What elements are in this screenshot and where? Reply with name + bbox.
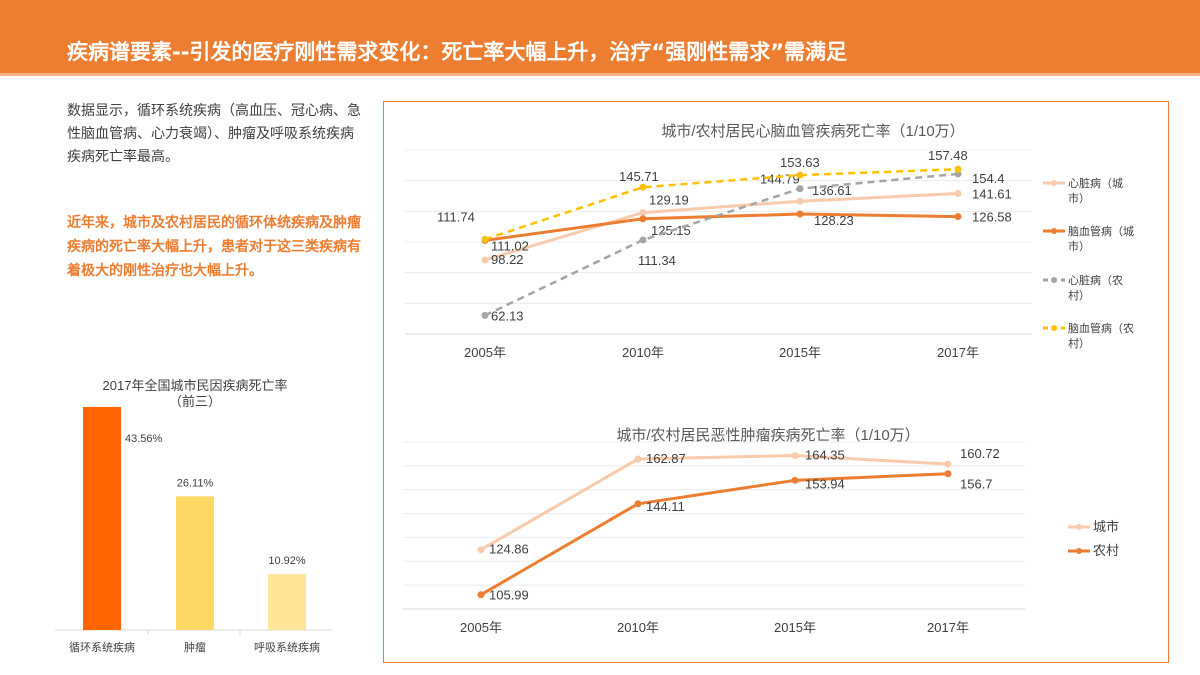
data-label: 98.22: [491, 252, 524, 267]
legend-label: 市）: [1068, 191, 1090, 205]
legend-label: 村）: [1068, 336, 1090, 350]
data-point: [796, 185, 804, 193]
x-tick-label: 2010年: [617, 620, 659, 635]
data-label: 153.63: [780, 155, 820, 170]
series-line: [484, 172, 959, 317]
data-point: [481, 311, 489, 319]
bar-value-label: 43.56%: [125, 433, 163, 445]
data-label: 156.7: [960, 477, 993, 492]
data-label: 124.86: [489, 542, 529, 557]
data-label: 105.99: [489, 588, 529, 603]
data-point: [796, 210, 804, 218]
data-label: 111.02: [491, 238, 529, 253]
line-charts-panel: [383, 101, 1169, 663]
line-chart-title: 城市/农村居民恶性肿瘤疾病死亡率（1/10万）: [616, 427, 919, 444]
legend-label: 心脏病（城: [1068, 176, 1123, 190]
data-point: [954, 213, 962, 221]
legend-label: 城市: [1093, 519, 1119, 534]
data-label: 111.74: [437, 209, 475, 224]
data-label: 144.79: [760, 172, 800, 187]
bar: [176, 496, 214, 630]
data-point: [639, 236, 647, 244]
data-label: 129.19: [649, 193, 689, 208]
data-point: [634, 500, 642, 508]
data-point: [639, 183, 647, 191]
page-title: 疾病谱要素--引发的医疗刚性需求变化：死亡率大幅上升，治疗“强刚性需求”需满足: [67, 40, 848, 64]
bar-chart-top3-mortality: 2017年全国城市民因疾病死亡率（前三） 43.56% 循环系统疾病 26.11% 肿瘤…: [55, 378, 332, 654]
bar: [83, 407, 121, 630]
legend-label: 农村: [1093, 543, 1119, 558]
intro-text: 数据显示，循环系统疾病（高血压、冠心病、急性脑血管病、心力衰竭）、肿瘤及呼吸系统…: [67, 103, 361, 165]
data-point: [481, 256, 489, 264]
legend-label: 心脏病（农: [1068, 273, 1123, 287]
data-point: [796, 197, 804, 205]
x-tick-label: 2015年: [779, 345, 821, 360]
data-label: 145.71: [619, 169, 659, 184]
legend-label: 市）: [1068, 239, 1090, 253]
data-point: [791, 476, 799, 484]
data-label: 111.34: [638, 253, 676, 268]
data-point: [639, 209, 647, 217]
data-point: [944, 470, 952, 478]
series-line: [480, 472, 949, 597]
series-line: [484, 167, 959, 241]
x-tick-label: 2015年: [774, 620, 816, 635]
category-label: 呼吸系统疾病: [254, 640, 320, 654]
bar-chart-title: （前三）: [169, 394, 221, 409]
data-label: 157.48: [928, 148, 968, 163]
x-tick-label: 2010年: [622, 345, 664, 360]
header-bar: 疾病谱要素--引发的医疗刚性需求变化：死亡率大幅上升，治疗“强刚性需求”需满足: [0, 0, 1200, 76]
data-point: [634, 455, 642, 463]
category-label: 肿瘤: [184, 640, 206, 654]
category-label: 循环系统疾病: [69, 640, 135, 654]
bar-value-label: 26.11%: [177, 477, 214, 489]
legend-marker: [1051, 325, 1057, 331]
series-line: [480, 453, 949, 551]
legend-marker: [1076, 548, 1082, 554]
data-point: [791, 451, 799, 459]
data-label: 144.11: [646, 499, 685, 514]
legend-marker: [1051, 228, 1057, 234]
legend-marker: [1051, 277, 1057, 283]
legend-label: 脑血管病（农: [1068, 321, 1134, 335]
data-point: [477, 591, 485, 599]
x-tick-label: 2005年: [460, 620, 502, 635]
data-label: 164.35: [805, 447, 845, 462]
data-label: 153.94: [805, 476, 845, 491]
x-tick-label: 2005年: [464, 345, 506, 360]
legend-marker: [1076, 524, 1082, 530]
data-point: [944, 460, 952, 468]
bar-chart-title: 2017年全国城市民因疾病死亡率: [103, 378, 288, 393]
data-label: 154.4: [972, 171, 1005, 186]
x-tick-label: 2017年: [927, 620, 969, 635]
data-point: [481, 235, 489, 243]
data-point: [477, 546, 485, 554]
legend-marker: [1051, 180, 1057, 186]
data-point: [954, 165, 962, 173]
series-line: [484, 212, 959, 242]
legend-label: 村）: [1068, 288, 1090, 302]
data-label: 62.13: [491, 308, 524, 323]
line-chart-title: 城市/农村居民心脑血管疾病死亡率（1/10万）: [661, 123, 964, 140]
highlight-text: 近年来，城市及农村居民的循环体统疾病及肿瘤疾病的死亡率大幅上升，患者对于这三类疾…: [67, 215, 361, 279]
data-label: 128.23: [814, 213, 854, 228]
series-line: [484, 192, 959, 262]
data-label: 160.72: [960, 446, 1000, 461]
data-point: [796, 171, 804, 179]
data-point: [954, 190, 962, 198]
bar-value-label: 10.92%: [268, 555, 306, 567]
x-tick-label: 2017年: [937, 345, 979, 360]
data-point: [639, 215, 647, 223]
data-label: 126.58: [972, 210, 1012, 225]
data-label: 162.87: [646, 451, 686, 466]
data-label: 141.61: [972, 187, 1012, 202]
bar: [268, 574, 306, 630]
legend-label: 脑血管病（城: [1068, 224, 1134, 238]
